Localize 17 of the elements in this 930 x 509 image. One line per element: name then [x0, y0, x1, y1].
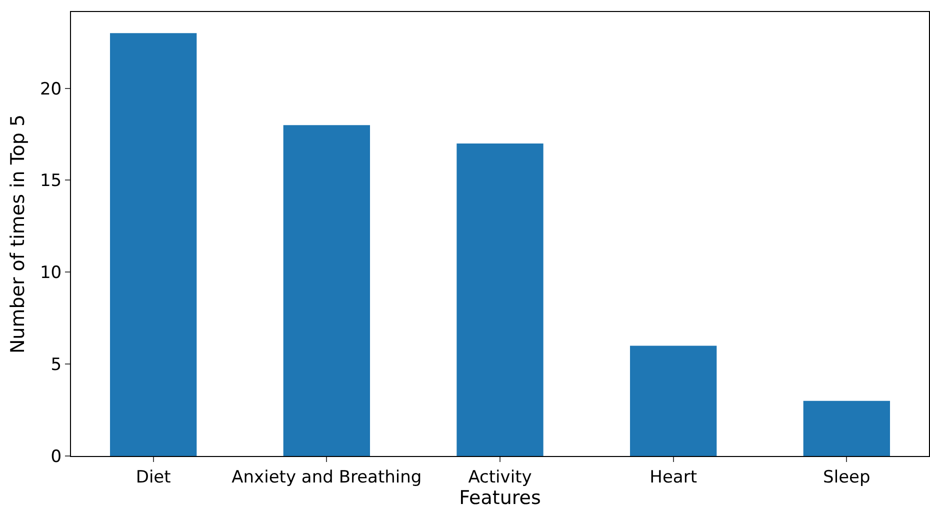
y-tick-label: 15: [40, 171, 62, 192]
x-tick-label: Heart: [650, 467, 698, 488]
y-tick-label: 0: [50, 446, 62, 467]
bar: [283, 125, 370, 456]
y-tick-label: 20: [40, 79, 62, 100]
bar: [110, 33, 197, 456]
bar: [803, 400, 890, 456]
y-tick-label: 5: [50, 355, 62, 376]
bar: [630, 346, 717, 456]
x-tick-label: Diet: [136, 467, 172, 488]
bar: [456, 143, 544, 456]
x-tick-label: Activity: [468, 467, 532, 488]
x-tick-label: Sleep: [823, 467, 870, 488]
y-axis-title: Number of times in Top 5: [6, 114, 29, 354]
y-tick-label: 10: [40, 263, 62, 284]
x-axis-title: Features: [459, 487, 541, 509]
x-tick-label: Anxiety and Breathing: [232, 467, 422, 488]
